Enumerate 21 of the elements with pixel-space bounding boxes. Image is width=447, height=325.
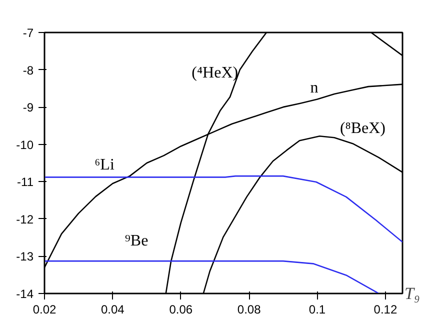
- x-axis-title: T₉: [404, 284, 420, 303]
- y-tick-label: -12: [16, 212, 34, 226]
- x-tick-label: 0.04: [101, 302, 125, 316]
- y-tick-label: -11: [17, 175, 34, 190]
- series-label: (⁸BeX): [340, 120, 386, 138]
- y-tick-label: -9: [22, 100, 34, 115]
- y-tick-label: -13: [16, 250, 34, 264]
- series-label: ⁹Be: [124, 232, 148, 250]
- x-tick-label: 0.06: [169, 302, 193, 316]
- x-tick-label: 0.1: [308, 302, 326, 316]
- y-tick-label: -7: [22, 26, 34, 40]
- series-label: ⁶Li: [94, 156, 115, 174]
- x-tick-label: 0.02: [32, 302, 57, 316]
- series-label: (⁴HeX): [192, 64, 238, 82]
- y-tick-label: -10: [16, 138, 34, 152]
- y-tick-label: -8: [22, 63, 34, 78]
- line-series: [44, 260, 380, 294]
- series-label: n: [310, 80, 318, 97]
- x-tick-label: 0.12: [374, 302, 398, 316]
- y-tick-label: -14: [16, 287, 34, 301]
- x-tick-label: 0.08: [237, 302, 262, 316]
